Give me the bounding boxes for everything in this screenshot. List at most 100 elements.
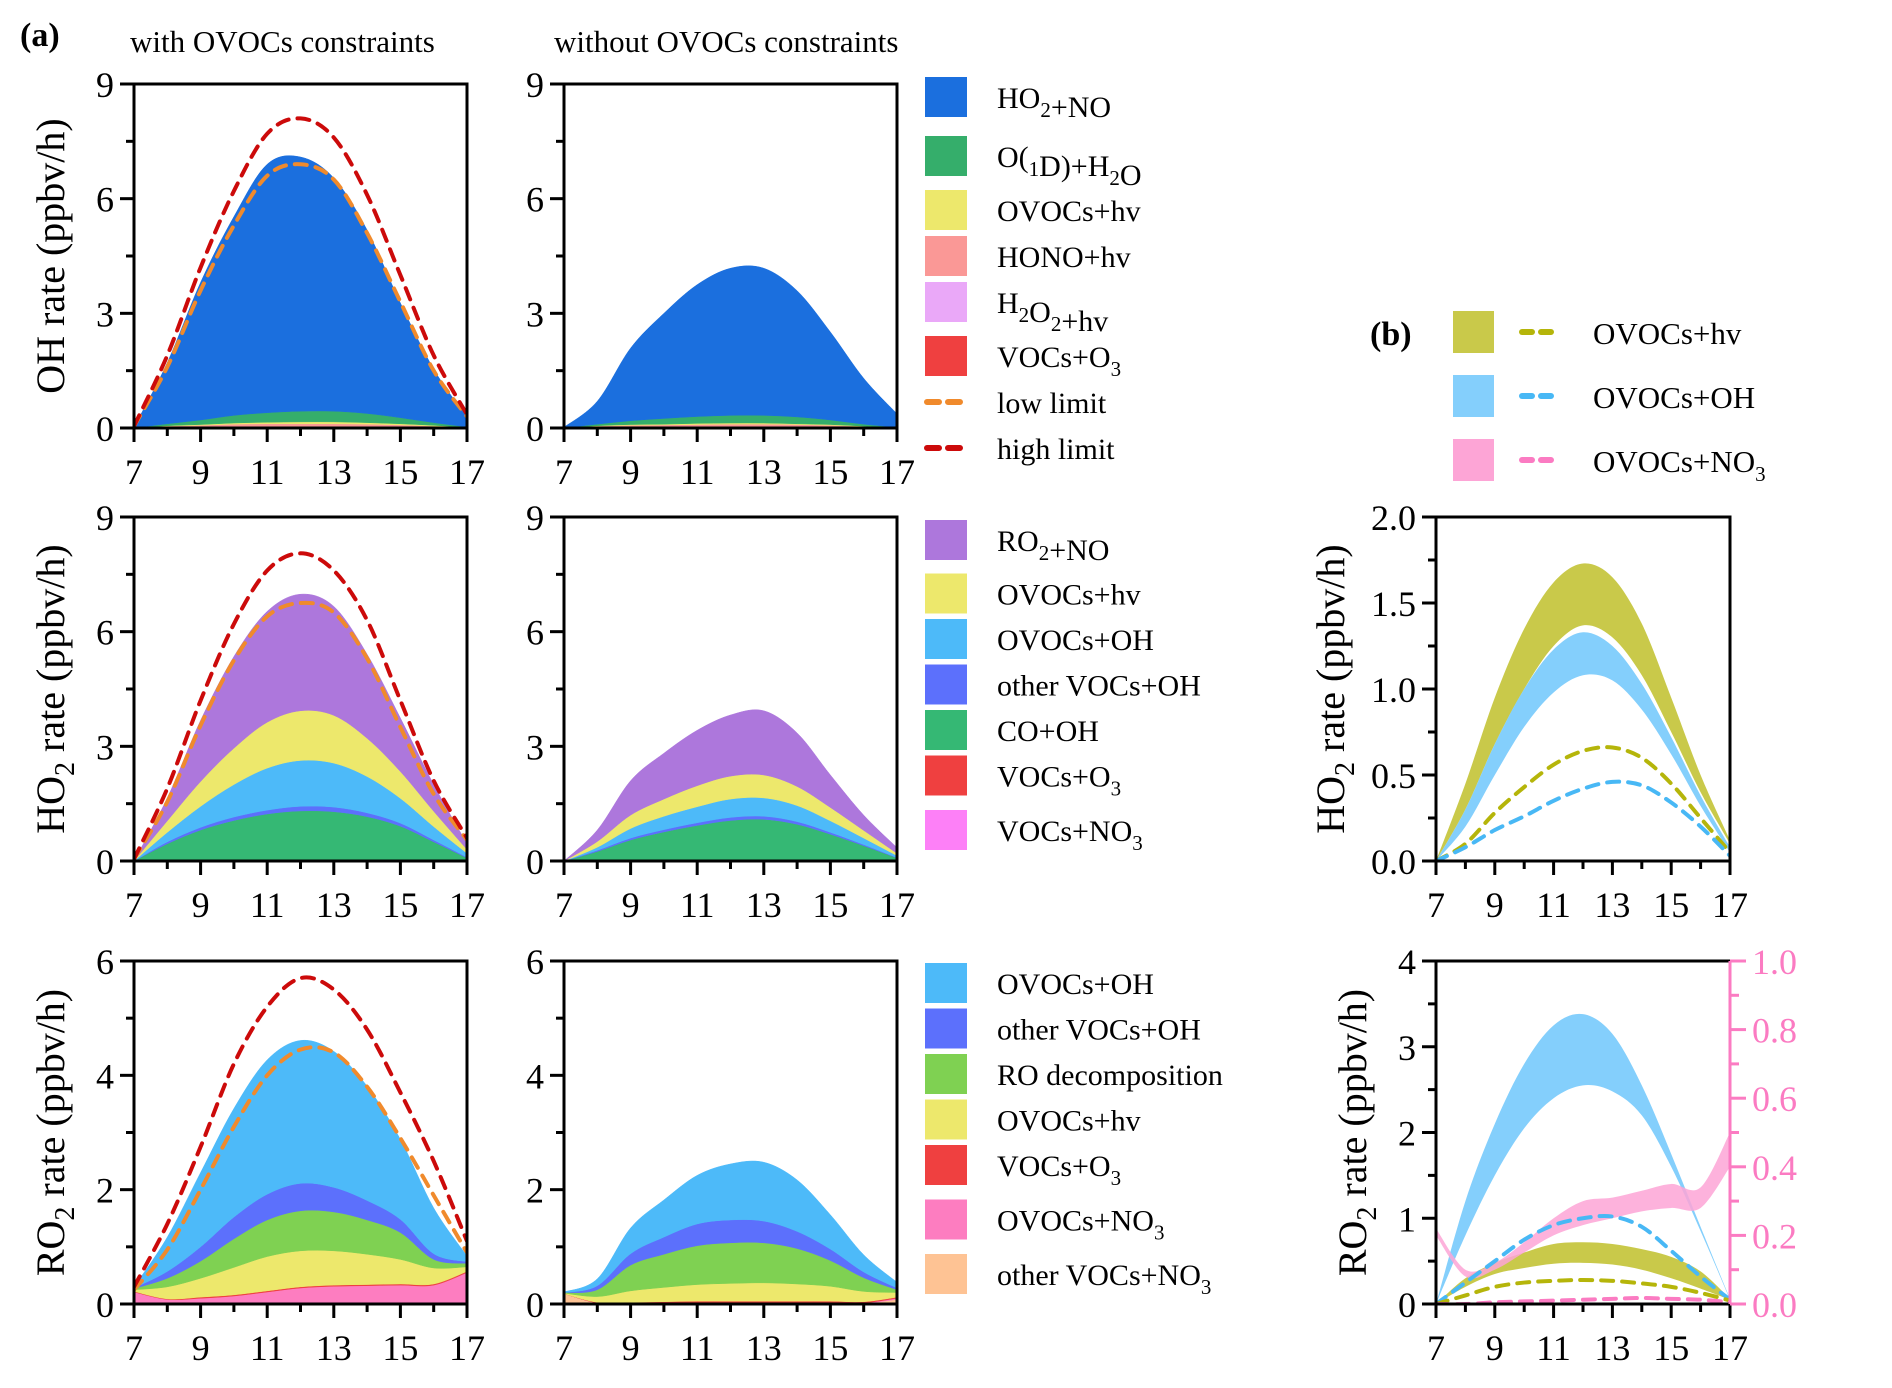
legend-item: other VOCs+OH [925,1008,1201,1049]
legend-label: RO2+NO [997,525,1109,567]
y-tick-label: 0 [96,409,114,449]
y-tick-label: 4 [1398,942,1416,982]
y-tick-label: 0.5 [1371,756,1416,796]
y-tick-label: 9 [96,65,114,105]
legend-swatch [925,755,967,796]
legend-label: O(1D)+H2O [997,141,1142,192]
band-ovocs-hv [1436,563,1730,861]
x-tick-label: 17 [449,1328,485,1368]
x-tick-label: 15 [812,885,848,925]
y2-tick-label: 0.4 [1752,1148,1797,1188]
legend-swatch [925,664,967,705]
x-tick-label: 13 [316,885,352,925]
legend-label: HO2+NO [997,82,1111,124]
legend-label: VOCs+O3 [997,761,1121,801]
legend-label: OVOCs+NO3 [997,1205,1164,1245]
x-tick-label: 7 [125,452,143,492]
line-ovocs-hv [1436,745,1730,861]
chart-panel-ro2_without: 7 9 11 13 15 17 0 2 4 6 [526,942,915,1368]
legend-b: OVOCs+hv OVOCs+OH OVOCs+NO3 [1453,311,1766,486]
y-tick-label: 3 [526,294,544,334]
legend-item: RO2+NO [925,520,1109,567]
y-tick-label: 1.0 [1371,670,1416,710]
legend-item: OVOCs+OH [1453,375,1755,417]
legend-item: OVOCs+hv [925,573,1141,614]
x-tick-label: 9 [192,452,210,492]
x-tick-label: 7 [1427,885,1445,925]
y-axis: 0 1 2 3 4 [1398,942,1436,1325]
legend-label: VOCs+NO3 [997,815,1143,855]
legend-label: VOCs+O3 [997,341,1121,381]
y-tick-label: 9 [96,498,114,538]
y-axis-label: OH rate (ppbv/h) [28,118,73,393]
legend-swatch [925,520,967,560]
x-tick-label: 11 [250,452,285,492]
x-tick-label: 17 [879,885,915,925]
x-axis: 7 9 11 13 15 17 [555,861,915,925]
chart-panel-oh_with: 7 9 11 13 15 17 0 3 6 9 OH rate (ppbv/h) [28,65,485,492]
legend-swatch [925,810,967,850]
chart-panel-ho2_with: 7 9 11 13 15 17 0 3 6 9 HO2 rate (ppbv/h) [28,498,485,925]
legend-item: OVOCs+hv [925,1099,1141,1140]
y-tick-label: 9 [526,498,544,538]
y2-tick-label: 1.0 [1752,942,1797,982]
plot-area [1436,1013,1730,1304]
panel-a-label: (a) [20,17,60,54]
legend-item: OVOCs+NO3 [1453,439,1766,486]
legend-item: OVOCs+NO3 [925,1199,1164,1245]
legend-label: OVOCs+hv [997,195,1141,228]
legend-item: OVOCs+hv [925,190,1141,230]
y-tick-label: 9 [526,65,544,105]
legend-item: other VOCs+OH [925,664,1201,705]
y-tick-label: 0 [1398,1285,1416,1325]
x-tick-label: 9 [622,452,640,492]
legend-item: high limit [924,433,1115,466]
legend-label: OVOCs+OH [997,968,1154,1001]
column-title-without: without OVOCs constraints [554,24,898,59]
legend-label: VOCs+O3 [997,1150,1121,1190]
y-tick-label: 4 [96,1056,114,1096]
legend-swatch [1453,439,1494,481]
chart-panel-oh_without: 7 9 11 13 15 17 0 3 6 9 [526,65,915,492]
x-tick-label: 13 [1594,1328,1630,1368]
y-tick-label: 3 [1398,1028,1416,1068]
x-tick-label: 15 [382,885,418,925]
legend-label: RO decomposition [997,1059,1223,1092]
y-tick-label: 6 [526,180,544,220]
x-tick-label: 11 [250,885,285,925]
plot-area [1436,563,1730,861]
chart-panel-b_ro2: 7 9 11 13 15 17 0 1 2 3 4 0.0 0.2 0.4 0.6 0.8 1.0 RO2 rat… [1330,942,1797,1368]
legend-swatch [925,236,967,276]
x-tick-label: 17 [1712,1328,1748,1368]
y-tick-label: 0 [526,1285,544,1325]
y-tick-label: 6 [96,613,114,653]
x-tick-label: 11 [680,885,715,925]
x-axis: 7 9 11 13 15 17 [555,428,915,492]
x-tick-label: 15 [1653,1328,1689,1368]
x-tick-label: 11 [680,1328,715,1368]
plot-area [134,551,467,861]
legend-item: VOCs+O3 [925,336,1121,381]
x-tick-label: 7 [555,1328,573,1368]
x-tick-label: 11 [250,1328,285,1368]
y-tick-label: 3 [526,727,544,767]
y-tick-label: 6 [96,942,114,982]
legend-swatch [925,77,967,117]
area-ovocs-oh [564,1160,897,1293]
x-tick-label: 13 [316,452,352,492]
plot-area [564,1160,897,1304]
legend-item: CO+OH [925,710,1099,750]
band-ovocs-no3 [1436,1132,1730,1279]
x-tick-label: 9 [622,885,640,925]
y-axis: 0 2 4 6 [526,942,564,1325]
x-tick-label: 7 [125,1328,143,1368]
x-tick-label: 13 [746,1328,782,1368]
y2-tick-label: 0.8 [1752,1011,1797,1051]
x-tick-label: 11 [1536,885,1571,925]
y-tick-label: 0 [526,409,544,449]
plot-area [564,265,897,428]
x-tick-label: 9 [1486,1328,1504,1368]
legend-swatch [925,136,967,176]
legend-label: other VOCs+OH [997,670,1201,703]
